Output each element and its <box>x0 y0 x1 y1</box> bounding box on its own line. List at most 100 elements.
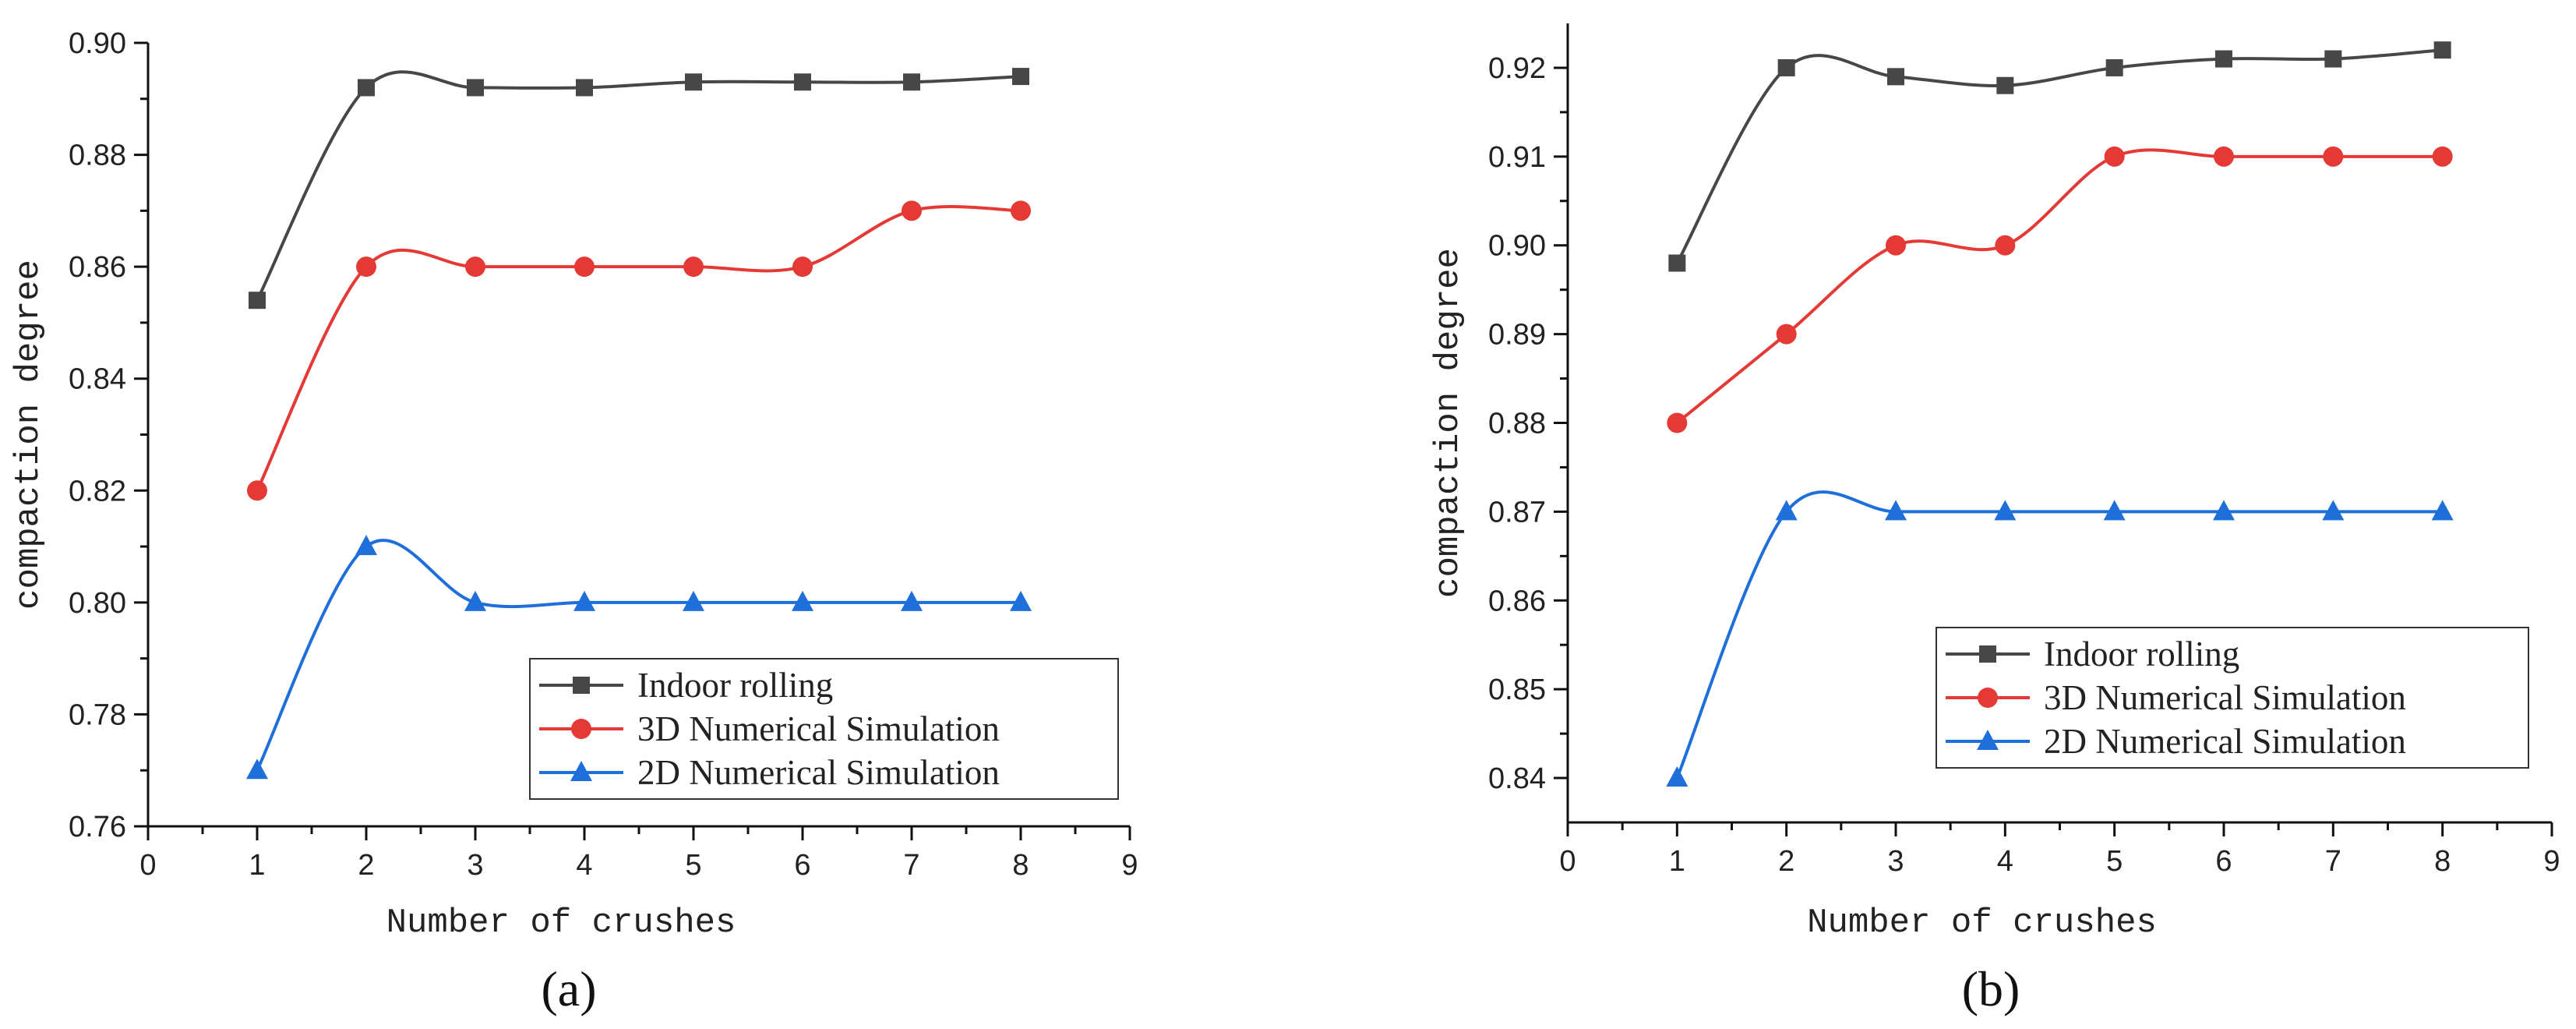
legend-label: 3D Numerical Simulation <box>2044 678 2406 717</box>
x-tick-label: 3 <box>467 849 483 882</box>
y-tick-label: 0.84 <box>1488 762 1546 795</box>
series-line <box>1675 490 2443 779</box>
data-point <box>1887 68 1904 86</box>
chart-panel-b: 0 1 2 3 4 5 6 7 8 9 0.84 0.85 0.86 0.87 0.88 0.89 0.90 0.… <box>1429 23 2560 1017</box>
panel-label: (b) <box>1962 961 2020 1017</box>
data-point <box>576 79 593 97</box>
data-point <box>792 590 813 611</box>
x-tick-label: 1 <box>1669 845 1685 878</box>
y-axis-title: compaction degree <box>9 260 48 610</box>
x-tick-label: 5 <box>2106 845 2123 878</box>
axes: 0 1 2 3 4 5 6 7 8 9 0.84 0.85 0.86 0.87 0.88 0.89 0.90 0.… <box>1488 23 2560 878</box>
data-point <box>901 590 923 611</box>
data-point <box>1011 200 1031 221</box>
data-point <box>1010 590 1032 611</box>
x-tick-label: 1 <box>249 849 265 882</box>
y-tick-label: 0.88 <box>1488 408 1546 440</box>
y-tick-label: 0.84 <box>69 363 126 396</box>
data-point <box>683 256 704 278</box>
data-point <box>792 256 813 278</box>
data-point <box>574 256 595 278</box>
data-point <box>2105 58 2123 76</box>
y-tick-label: 0.88 <box>69 140 126 172</box>
legend-box <box>1936 627 2529 769</box>
y-tick-label: 0.91 <box>1488 141 1546 174</box>
data-point <box>1994 500 2017 521</box>
x-tick-label: 3 <box>1887 845 1904 878</box>
x-tick-label: 4 <box>576 849 592 882</box>
y-tick-label: 0.86 <box>69 251 126 284</box>
data-point <box>358 79 375 97</box>
data-point <box>2322 500 2345 521</box>
data-point <box>2323 146 2344 167</box>
x-tick-label: 8 <box>2434 845 2451 878</box>
legend-marker <box>1979 645 1996 663</box>
data-point <box>246 758 268 780</box>
legend-item: 3D Numerical Simulation <box>539 709 1000 748</box>
x-tick-label: 7 <box>2325 845 2341 878</box>
data-point <box>356 256 376 278</box>
series-triangle <box>1666 490 2454 787</box>
data-point <box>2431 500 2454 521</box>
y-tick-label: 0.87 <box>1488 496 1546 529</box>
legend: Indoor rolling 3D Numerical Simulation 2D … <box>1936 627 2529 769</box>
x-tick-label: 2 <box>1778 845 1794 878</box>
x-tick-label: 4 <box>1997 845 2013 878</box>
legend-label: Indoor rolling <box>2044 635 2239 674</box>
legend-item: 2D Numerical Simulation <box>539 753 1000 792</box>
data-point <box>1885 500 1907 521</box>
legend-marker <box>1978 688 1998 708</box>
y-tick-label: 0.89 <box>1488 319 1546 352</box>
series-triangle <box>246 535 1032 780</box>
data-point <box>249 292 266 309</box>
legend-item: Indoor rolling <box>539 666 833 705</box>
data-point <box>1995 235 2016 256</box>
chart-panel-a: 0 1 2 3 4 5 6 7 8 9 0.76 0.78 0.80 0.82 0.84 0.86 0.88 0.… <box>9 27 1138 1017</box>
data-point <box>464 590 486 611</box>
series-circle <box>247 200 1031 501</box>
x-tick-label: 2 <box>358 849 374 882</box>
data-point <box>1667 412 1688 433</box>
y-tick-label: 0.92 <box>1488 52 1546 85</box>
panel-label: (a) <box>541 961 596 1017</box>
data-point <box>1776 324 1797 345</box>
legend-box <box>529 658 1119 800</box>
x-tick-label: 6 <box>794 849 810 882</box>
data-point <box>1666 766 1689 787</box>
data-point <box>2215 50 2232 68</box>
legend-marker <box>570 761 592 781</box>
legend-marker <box>571 719 591 739</box>
y-tick-label: 0.85 <box>1488 674 1546 706</box>
series-line <box>256 539 1021 772</box>
y-tick-label: 0.82 <box>69 475 126 507</box>
data-point <box>2433 41 2451 59</box>
x-tick-label: 9 <box>1121 849 1138 882</box>
legend-label: 2D Numerical Simulation <box>637 753 1000 792</box>
legend-label: 3D Numerical Simulation <box>637 709 1000 748</box>
data-point <box>1996 76 2014 94</box>
series-line <box>1676 148 2443 425</box>
legend-item: 3D Numerical Simulation <box>1946 678 2406 717</box>
x-tick-label: 6 <box>2215 845 2232 878</box>
x-tick-label: 0 <box>139 849 156 882</box>
data-point <box>2214 146 2234 167</box>
data-point <box>903 73 920 91</box>
x-axis-title: Number of crushes <box>1807 903 2157 942</box>
legend-label: 2D Numerical Simulation <box>2044 722 2406 761</box>
data-point <box>465 256 485 278</box>
x-axis-title: Number of crushes <box>386 903 736 942</box>
data-point <box>1886 235 1906 256</box>
data-point <box>573 590 595 611</box>
y-tick-label: 0.80 <box>69 587 126 620</box>
x-tick-label: 7 <box>903 849 919 882</box>
x-tick-label: 8 <box>1012 849 1029 882</box>
data-point <box>2213 500 2235 521</box>
series-line <box>256 70 1022 302</box>
legend-item: 2D Numerical Simulation <box>1946 722 2406 761</box>
series-line <box>1675 48 2443 264</box>
axes: 0 1 2 3 4 5 6 7 8 9 0.76 0.78 0.80 0.82 0.84 0.86 0.88 0.… <box>69 27 1138 882</box>
data-point <box>685 73 702 91</box>
data-point <box>247 480 267 501</box>
y-axis-title: compaction degree <box>1429 248 1468 598</box>
y-tick-label: 0.86 <box>1488 585 1546 617</box>
